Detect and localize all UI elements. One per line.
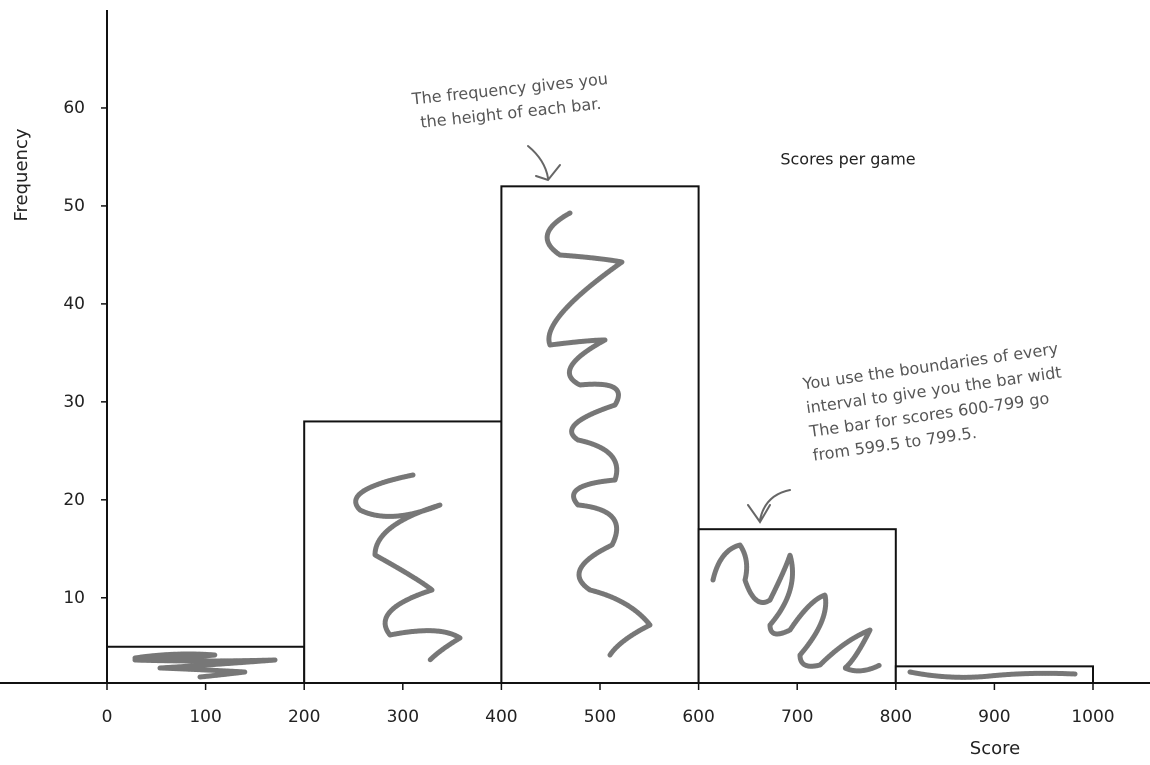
y-tick-label: 60 <box>63 98 85 118</box>
bar <box>697 528 897 684</box>
y-tick-label: 40 <box>63 294 85 314</box>
arrow <box>747 489 791 524</box>
x-tick-label: 800 <box>880 707 912 727</box>
y-tick-label: 30 <box>63 392 85 412</box>
chart-title: Scores per game <box>780 150 915 169</box>
scribble <box>353 472 463 663</box>
x-tick-label: 600 <box>682 707 714 727</box>
x-tick-label: 1000 <box>1071 707 1114 727</box>
x-tick-label: 900 <box>978 707 1010 727</box>
x-tick-label: 200 <box>288 707 320 727</box>
bars <box>106 185 1094 685</box>
y-tick-label: 50 <box>63 196 85 216</box>
x-axis-label: Score <box>970 738 1020 759</box>
x-tick-label: 500 <box>584 707 616 727</box>
scribble <box>710 542 883 674</box>
bar <box>303 420 503 684</box>
y-tick-label: 20 <box>63 490 85 510</box>
scribble <box>132 651 278 680</box>
x-tick-label: 300 <box>387 707 419 727</box>
y-axis-label: Frequency <box>11 128 32 221</box>
arrow <box>527 145 561 182</box>
x-tick-label: 700 <box>781 707 813 727</box>
x-tick-label: 100 <box>189 707 221 727</box>
scribble <box>907 669 1078 680</box>
annotation: You use the boundaries of everyinterval … <box>801 339 1063 465</box>
scribbles <box>132 210 1078 680</box>
x-tick-label: 0 <box>102 707 113 727</box>
bar <box>500 185 700 684</box>
scribble <box>544 210 653 658</box>
y-tick-label: 10 <box>63 588 85 608</box>
x-tick-label: 400 <box>485 707 517 727</box>
